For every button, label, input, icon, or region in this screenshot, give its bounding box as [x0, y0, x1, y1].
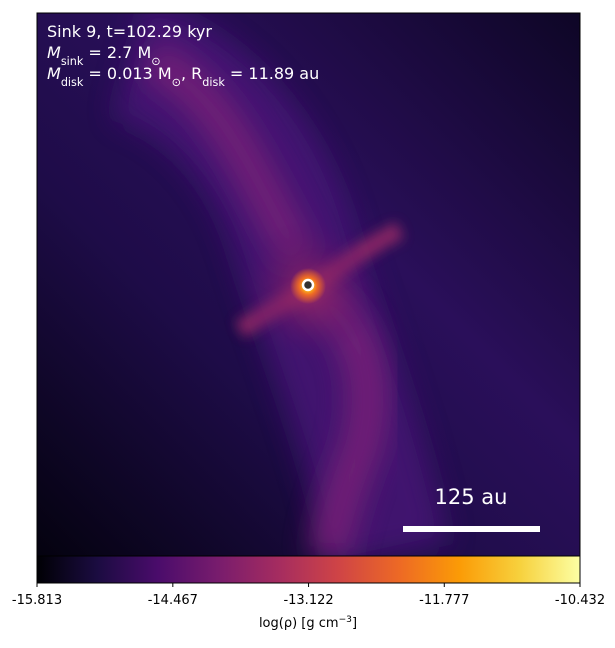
text-part: log(ρ) [g cm — [259, 616, 339, 631]
text-part: = 11.89 au — [225, 64, 319, 83]
text-part: = 0.013 M — [83, 64, 171, 83]
text-part: M — [47, 43, 61, 62]
text-part: disk — [61, 76, 84, 89]
sink-marker — [301, 278, 315, 292]
text-part: = 2.7 M — [83, 43, 151, 62]
annotation-line: Sink 9, t=102.29 kyr — [47, 22, 212, 41]
text-part: ⊙ — [172, 76, 181, 89]
colorbar-tick-label: -13.122 — [283, 593, 333, 608]
colorbar — [36, 555, 581, 584]
text-part: disk — [202, 76, 225, 89]
colorbar-tick-label: -10.432 — [555, 593, 605, 608]
annotation-line: Mdisk = 0.013 M⊙, Rdisk = 11.89 au — [47, 64, 319, 89]
text-part: ] — [352, 616, 357, 631]
colorbar-tick-label: -15.813 — [12, 593, 62, 608]
text-part: sink — [61, 55, 84, 68]
colorbar-label: log(ρ) [g cm−3] — [259, 615, 357, 631]
text-part: M — [47, 64, 61, 83]
colorbar-tick-label: -11.777 — [419, 593, 469, 608]
density-map — [37, 13, 580, 556]
annotation-line: Msink = 2.7 M⊙ — [47, 43, 161, 68]
text-part: ⊙ — [151, 55, 160, 68]
text-part: Sink 9, t=102.29 kyr — [47, 22, 212, 41]
text-part: −3 — [339, 615, 353, 625]
scale-bar — [403, 526, 540, 532]
scale-bar-label: 125 au — [435, 485, 508, 509]
colorbar-tick-label: -14.467 — [148, 593, 198, 608]
text-part: , R — [181, 64, 202, 83]
